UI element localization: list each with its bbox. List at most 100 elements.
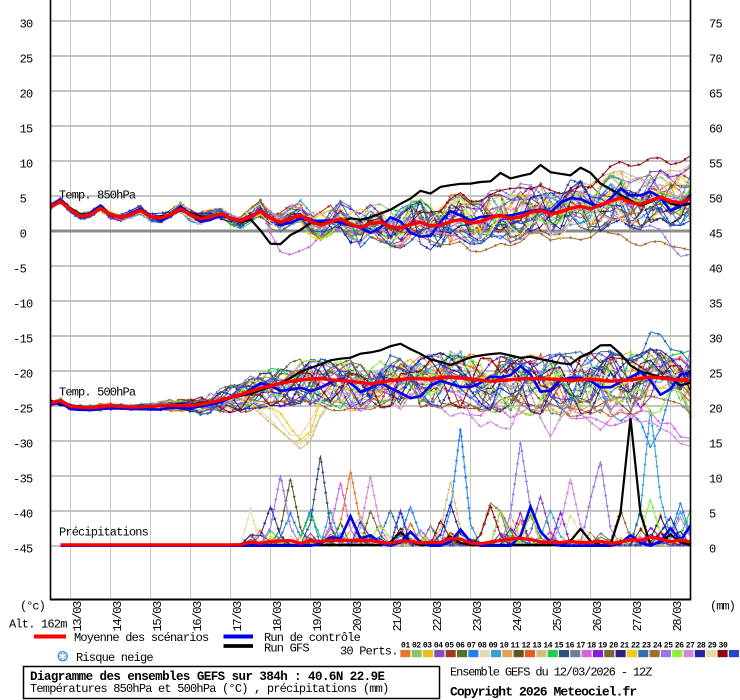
svg-text:Alt. 162m: Alt. 162m — [9, 618, 67, 632]
svg-text:15/03: 15/03 — [151, 601, 165, 632]
svg-text:60: 60 — [709, 123, 722, 137]
svg-text:Temp. 850hPa: Temp. 850hPa — [59, 189, 136, 203]
svg-text:03: 03 — [423, 642, 432, 651]
svg-text:06: 06 — [456, 642, 465, 651]
svg-text:10: 10 — [709, 473, 722, 487]
svg-text:27: 27 — [686, 642, 695, 651]
svg-text:-: - — [13, 543, 20, 557]
svg-text:Run GFS: Run GFS — [264, 642, 309, 656]
svg-text:65: 65 — [709, 88, 722, 102]
svg-text:22: 22 — [631, 642, 640, 651]
svg-text:19/03: 19/03 — [311, 601, 325, 632]
svg-text:35: 35 — [709, 298, 722, 312]
svg-text:26: 26 — [675, 642, 684, 651]
svg-text:13/03: 13/03 — [71, 601, 85, 632]
svg-text:70: 70 — [709, 53, 722, 67]
svg-text:40: 40 — [20, 508, 33, 522]
svg-text:30: 30 — [709, 333, 722, 347]
svg-text:-: - — [13, 473, 20, 487]
svg-text:20: 20 — [709, 403, 722, 417]
svg-text:22/03: 22/03 — [431, 601, 445, 632]
svg-text:11: 11 — [511, 642, 520, 651]
svg-text:27/03: 27/03 — [631, 601, 645, 632]
svg-text:0: 0 — [709, 543, 716, 557]
svg-text:Diagramme des ensembles GEFS s: Diagramme des ensembles GEFS sur 384h : … — [30, 670, 385, 684]
svg-text:10: 10 — [20, 298, 33, 312]
svg-text:Temp. 500hPa: Temp. 500hPa — [59, 386, 136, 400]
svg-text:24/03: 24/03 — [511, 601, 525, 632]
svg-text:10: 10 — [20, 158, 33, 172]
svg-text:Températures 850hPa et 500hPa: Températures 850hPa et 500hPa (°C) , pré… — [30, 682, 388, 696]
svg-text:-: - — [13, 263, 20, 277]
svg-text:20/03: 20/03 — [351, 601, 365, 632]
svg-text:12: 12 — [521, 642, 530, 651]
svg-text:21: 21 — [620, 642, 629, 651]
svg-text:23/03: 23/03 — [471, 601, 485, 632]
svg-text:09: 09 — [489, 642, 498, 651]
svg-text:Précipitations: Précipitations — [59, 526, 149, 540]
svg-text:25/03: 25/03 — [551, 601, 565, 632]
svg-text:13: 13 — [532, 642, 541, 651]
svg-text:28: 28 — [697, 642, 706, 651]
svg-text:-: - — [13, 298, 20, 312]
svg-text:40: 40 — [709, 263, 722, 277]
svg-text:18/03: 18/03 — [271, 601, 285, 632]
svg-text:19: 19 — [598, 642, 607, 651]
svg-text:28/03: 28/03 — [671, 601, 685, 632]
svg-text:Ensemble GEFS du 12/03/2026 -: Ensemble GEFS du 12/03/2026 - 12Z — [450, 666, 652, 680]
svg-text:25: 25 — [709, 368, 722, 382]
svg-text:15: 15 — [554, 642, 563, 651]
svg-text:08: 08 — [478, 642, 487, 651]
svg-text:29: 29 — [708, 642, 717, 651]
svg-text:16/03: 16/03 — [191, 601, 205, 632]
svg-text:5: 5 — [20, 193, 27, 207]
svg-text:45: 45 — [709, 228, 722, 242]
svg-text:24: 24 — [653, 642, 662, 651]
svg-text:25: 25 — [20, 403, 33, 417]
svg-text:75: 75 — [709, 18, 722, 32]
svg-text:02: 02 — [412, 642, 421, 651]
svg-text:Moyenne des scénarios: Moyenne des scénarios — [74, 631, 209, 645]
svg-text:14/03: 14/03 — [111, 601, 125, 632]
svg-text:18: 18 — [587, 642, 596, 651]
svg-text:07: 07 — [467, 642, 476, 651]
svg-text:20: 20 — [20, 368, 33, 382]
svg-text:05: 05 — [445, 642, 454, 651]
svg-text:20: 20 — [609, 642, 618, 651]
svg-text:01: 01 — [401, 642, 410, 651]
svg-text:-: - — [13, 438, 20, 452]
svg-text:21/03: 21/03 — [391, 601, 405, 632]
svg-text:(°c): (°c) — [20, 600, 45, 614]
svg-text:5: 5 — [709, 508, 716, 522]
svg-text:26/03: 26/03 — [591, 601, 605, 632]
svg-text:20: 20 — [20, 88, 33, 102]
svg-text:15: 15 — [20, 333, 33, 347]
svg-text:55: 55 — [709, 158, 722, 172]
svg-text:35: 35 — [20, 473, 33, 487]
svg-text:50: 50 — [709, 193, 722, 207]
svg-text:-: - — [13, 508, 20, 522]
svg-text:Copyright 2026 Meteociel.fr: Copyright 2026 Meteociel.fr — [450, 685, 636, 700]
svg-text:(mm): (mm) — [710, 600, 735, 614]
svg-text:30 Perts.: 30 Perts. — [340, 645, 398, 659]
svg-text:30: 30 — [20, 438, 33, 452]
svg-text:17/03: 17/03 — [231, 601, 245, 632]
svg-text:10: 10 — [500, 642, 509, 651]
svg-text:15: 15 — [20, 123, 33, 137]
svg-text:04: 04 — [434, 642, 443, 651]
svg-text:17: 17 — [576, 642, 585, 651]
svg-text:23: 23 — [642, 642, 651, 651]
svg-text:16: 16 — [565, 642, 574, 651]
svg-text:Run de contrôle: Run de contrôle — [264, 631, 361, 645]
svg-text:5: 5 — [20, 263, 27, 277]
svg-text:-: - — [13, 403, 20, 417]
svg-text:15: 15 — [709, 438, 722, 452]
svg-text:45: 45 — [20, 543, 33, 557]
svg-text:0: 0 — [20, 228, 27, 242]
svg-text:25: 25 — [664, 642, 673, 651]
svg-text:-: - — [13, 333, 20, 347]
svg-text:25: 25 — [20, 53, 33, 67]
svg-text:Risque neige: Risque neige — [76, 651, 153, 665]
svg-text:14: 14 — [543, 642, 552, 651]
svg-text:-: - — [13, 368, 20, 382]
